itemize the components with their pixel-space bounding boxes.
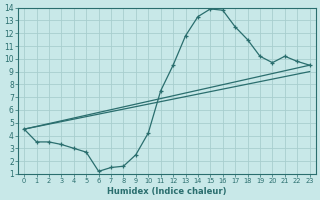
X-axis label: Humidex (Indice chaleur): Humidex (Indice chaleur) (107, 187, 227, 196)
